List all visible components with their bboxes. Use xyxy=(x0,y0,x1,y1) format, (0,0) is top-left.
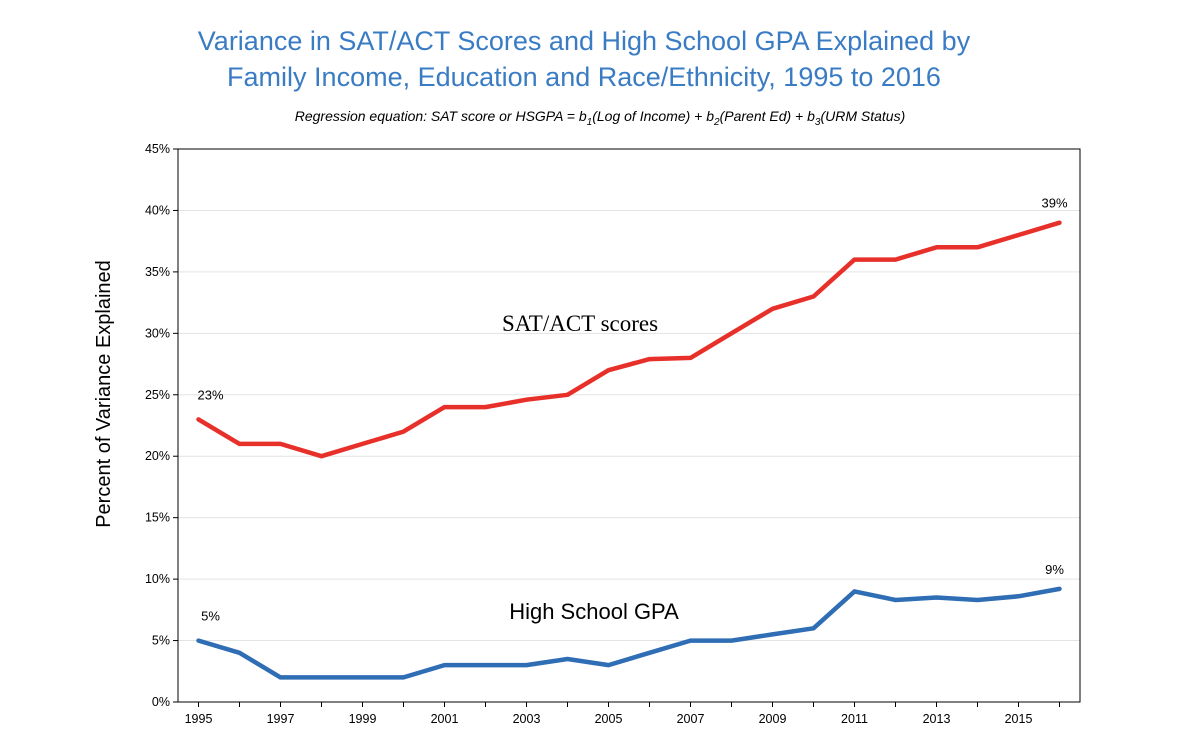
x-tick-label-10: 2015 xyxy=(1005,712,1033,726)
y-axis-label: Percent of Variance Explained xyxy=(93,260,115,528)
y-tick-label-2: 10% xyxy=(145,572,170,586)
subtitle-sub-2: 2 xyxy=(713,117,720,128)
y-tick-label-3: 15% xyxy=(145,511,170,525)
subtitle-part-3: (Parent Ed) + b xyxy=(720,108,816,124)
subtitle-part-2: (Log of Income) + b xyxy=(592,108,714,124)
chart-title-line-2: Family Income, Education and Race/Ethnic… xyxy=(227,62,941,92)
subtitle-sub-1: 1 xyxy=(587,117,593,128)
y-tick-label-8: 40% xyxy=(145,203,170,217)
series-line-1 xyxy=(196,586,1062,680)
y-tick-label-6: 30% xyxy=(145,326,170,340)
sat-series-label: SAT/ACT scores xyxy=(502,311,658,336)
series-line-0 xyxy=(196,220,1062,459)
x-tick-label-5: 2005 xyxy=(595,712,623,726)
chart-title-line-1: Variance in SAT/ACT Scores and High Scho… xyxy=(198,26,971,56)
y-tick-label-5: 25% xyxy=(145,388,170,402)
x-tick-label-2: 1999 xyxy=(349,712,377,726)
x-tick-label-9: 2013 xyxy=(923,712,951,726)
y-tick-label-1: 5% xyxy=(152,634,170,648)
plot-area: 0% 5% 10% 15% 20% 25% 30% 35% 40% 45% 1995 1997 1999… xyxy=(145,142,1081,726)
x-tick-label-6: 2007 xyxy=(677,712,705,726)
series-1-end-label: 9% xyxy=(1045,562,1064,577)
x-tick-label-1: 1997 xyxy=(267,712,295,726)
x-tick-label-8: 2011 xyxy=(841,712,868,726)
subtitle-sub-3: 3 xyxy=(815,117,821,128)
x-tick-label-3: 2001 xyxy=(431,712,459,726)
gpa-series-label: High School GPA xyxy=(509,599,679,624)
y-tick-label-9: 45% xyxy=(145,142,170,156)
x-tick-label-0: 1995 xyxy=(185,712,213,726)
subtitle-prefix: Regression equation: SAT score or HSGPA … xyxy=(295,108,587,124)
y-tick-label-0: 0% xyxy=(152,695,170,709)
x-tick-label-4: 2003 xyxy=(513,712,541,726)
y-tick-label-7: 35% xyxy=(145,265,170,279)
y-tick-label-4: 20% xyxy=(145,449,170,463)
subtitle-part-4: (URM Status) xyxy=(820,108,905,124)
chart-subtitle: Regression equation: SAT score or HSGPA … xyxy=(295,108,906,128)
series-1-start-label: 5% xyxy=(201,609,220,624)
x-tick-label-7: 2009 xyxy=(759,712,787,726)
plot-border xyxy=(177,148,1081,703)
series-0-end-label: 39% xyxy=(1041,196,1067,211)
series-0-start-label: 23% xyxy=(197,387,223,402)
